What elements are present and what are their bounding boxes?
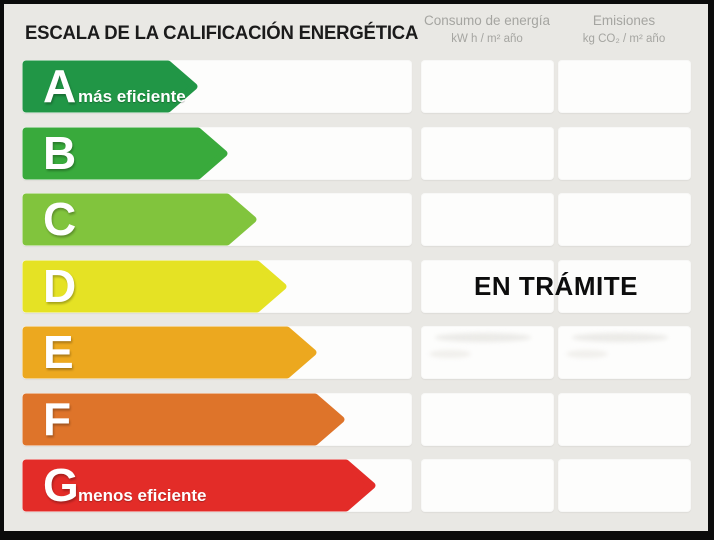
rating-letter-d: D (43, 260, 77, 312)
page-title: ESCALA DE LA CALIFICACIÓN ENERGÉTICA (25, 22, 419, 44)
rating-letter-b: B (43, 127, 77, 179)
rating-row-d: D EN TRÁMITE (4, 260, 708, 313)
rating-letter-c: C (43, 193, 77, 245)
rating-arrow-b (22, 127, 228, 180)
rating-row-b: B (4, 127, 708, 180)
rating-row-c: C (4, 193, 708, 246)
smudge-mark (429, 350, 471, 358)
emisiones-cell-e (558, 326, 691, 379)
rating-arrow-g (22, 459, 376, 512)
consumo-unit: kW h / m² año (451, 33, 523, 45)
emisiones-title: Emisiones (592, 13, 656, 28)
smudge-mark (572, 333, 668, 342)
rating-label-a: más eficiente (78, 87, 186, 106)
consumo-title: Consumo de energía (423, 13, 551, 28)
emisiones-unit: kg CO₂ / m² año (582, 33, 666, 45)
column-header-consumo: Consumo de energía kW h / m² año (420, 13, 554, 46)
smudge-mark (566, 350, 608, 358)
rating-arrow-d (22, 260, 287, 313)
rating-arrow-c (22, 193, 257, 246)
rating-arrow-a (22, 60, 198, 113)
emisiones-cell-f (558, 393, 691, 446)
rating-label-g: menos eficiente (78, 486, 207, 505)
emisiones-cell-b (558, 127, 691, 180)
emisiones-cell-g (558, 459, 691, 512)
consumo-cell-b (421, 127, 554, 180)
consumo-cell-c (421, 193, 554, 246)
consumo-cell-f (421, 393, 554, 446)
energy-scale-panel: ESCALA DE LA CALIFICACIÓN ENERGÉTICA Con… (4, 4, 708, 531)
smudge-mark (435, 333, 531, 342)
emisiones-cell-a (558, 60, 691, 113)
column-header-emisiones: Emisiones kg CO₂ / m² año (557, 13, 691, 46)
rating-row-f: F (4, 393, 708, 446)
emisiones-cell-d (558, 260, 691, 313)
status-en-tramite: EN TRÁMITE (474, 271, 638, 301)
emisiones-cell-c (558, 193, 691, 246)
rating-row-e: E (4, 326, 708, 379)
rating-arrow-f (22, 393, 345, 446)
consumo-cell-e (421, 326, 554, 379)
rating-letter-e: E (43, 326, 74, 378)
consumo-cell-d (421, 260, 554, 313)
consumo-cell-g (421, 459, 554, 512)
rating-arrow-e (22, 326, 317, 379)
rating-letter-f: F (43, 393, 72, 445)
consumo-cell-a (421, 60, 554, 113)
rating-letter-a: A (43, 60, 77, 112)
rating-letter-g: G (43, 459, 79, 511)
